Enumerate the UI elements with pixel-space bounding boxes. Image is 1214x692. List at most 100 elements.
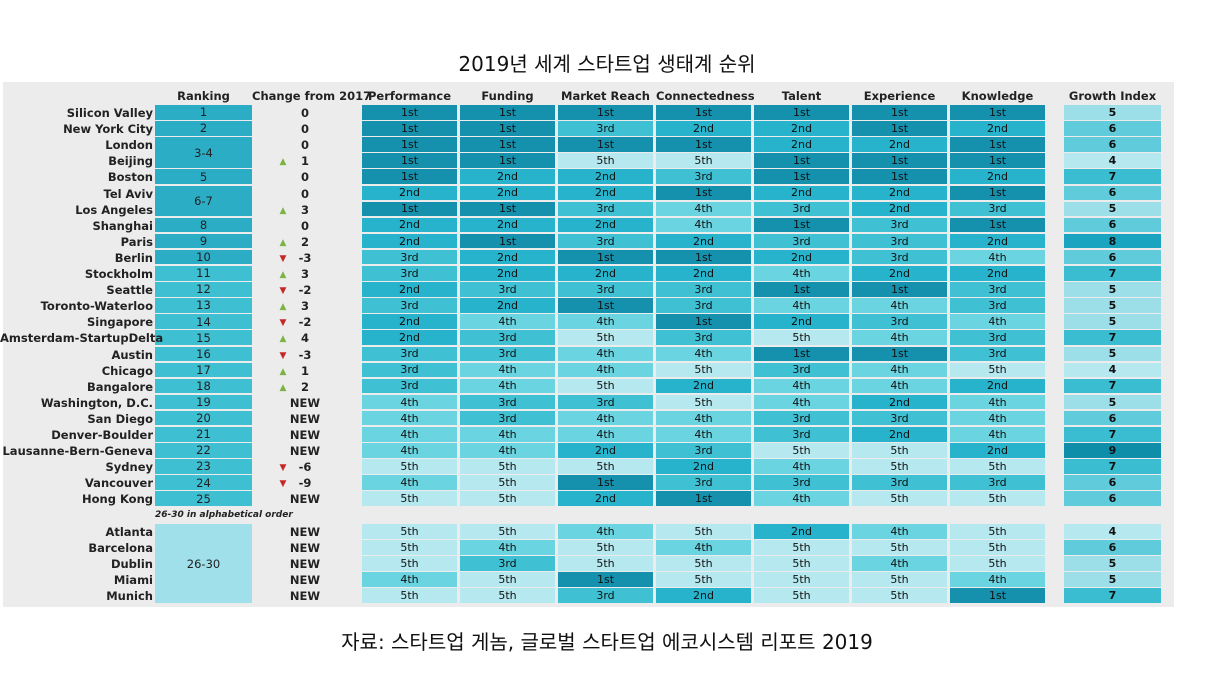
factor-cell: 3rd: [460, 394, 555, 410]
growth-cell: 5: [1064, 105, 1161, 120]
factor-cell: 1st: [558, 137, 653, 152]
factor-cell: 1st: [460, 137, 555, 152]
factor-cell: 5th: [460, 459, 555, 474]
factor-cell: 3rd: [950, 475, 1045, 490]
factor-cell: 1st: [950, 185, 1045, 201]
factor-cell: 3rd: [754, 233, 849, 249]
city-label: Silicon Valley: [66, 106, 153, 120]
factor-cell: 5th: [950, 459, 1045, 474]
factor-cell: 4th: [950, 427, 1045, 442]
down-arrow-icon: ▼: [279, 463, 287, 474]
factor-cell: 1st: [950, 217, 1045, 233]
factor-cell: 2nd: [656, 233, 751, 249]
growth-cell: 6: [1064, 491, 1161, 506]
factor-cell: 2nd: [852, 394, 947, 410]
factor-cell: 3rd: [656, 330, 751, 345]
factor-cell: 2nd: [852, 427, 947, 442]
city-label: Singapore: [86, 315, 153, 330]
change-value: 0: [300, 106, 309, 120]
rank-cell: 24: [155, 475, 252, 490]
factor-cell: 3rd: [852, 314, 947, 329]
city-label: Dublin: [110, 557, 153, 572]
factor-cell: 4th: [460, 540, 555, 555]
factor-cell: 4th: [754, 459, 849, 474]
factor-cell: 2nd: [362, 217, 457, 233]
up-arrow-icon: ▲: [279, 334, 287, 345]
factor-cell: 2nd: [656, 588, 751, 603]
rank-cell: 3-4: [155, 137, 252, 168]
growth-cell: 9: [1064, 443, 1161, 458]
factor-cell: 5th: [656, 556, 751, 571]
factor-cell: 2nd: [852, 185, 947, 201]
factor-cell: 3rd: [656, 298, 751, 313]
factor-cell: 2nd: [460, 169, 555, 184]
factor-cell: 4th: [460, 362, 555, 378]
factor-cell: 1st: [656, 314, 751, 329]
factor-cell: 5th: [362, 491, 457, 506]
change-value: -3: [298, 347, 312, 362]
factor-cell: 5th: [852, 443, 947, 458]
factor-cell: 3rd: [950, 282, 1045, 297]
factor-cell: 4th: [460, 378, 555, 394]
factor-cell: 4th: [852, 330, 947, 345]
factor-cell: 3rd: [362, 249, 457, 265]
factor-cell: 4th: [460, 314, 555, 329]
factor-cell: 1st: [754, 346, 849, 362]
city-label: Seattle: [106, 283, 153, 298]
factor-cell: 1st: [362, 169, 457, 184]
factor-cell: 2nd: [754, 121, 849, 136]
factor-cell: 2nd: [362, 185, 457, 201]
factor-cell: 2nd: [754, 524, 849, 539]
change-value: NEW: [289, 525, 321, 539]
factor-cell: 5th: [558, 459, 653, 474]
growth-cell: 6: [1064, 217, 1161, 233]
factor-cell: 2nd: [460, 266, 555, 281]
factor-cell: 4th: [852, 362, 947, 378]
rank-cell: 22: [155, 443, 252, 458]
factor-cell: 5th: [852, 491, 947, 506]
growth-cell: 7: [1064, 378, 1161, 394]
factor-cell: 1st: [558, 475, 653, 490]
growth-cell: 7: [1064, 330, 1161, 345]
factor-cell: 4th: [852, 378, 947, 394]
growth-cell: 6: [1064, 540, 1161, 555]
growth-cell: 5: [1064, 346, 1161, 362]
factor-cell: 5th: [460, 588, 555, 603]
up-arrow-icon: ▲: [279, 382, 287, 393]
factor-cell: 5th: [754, 540, 849, 555]
factor-cell: 5th: [460, 572, 555, 587]
change-value: 0: [300, 170, 309, 185]
rank-cell: 19: [155, 394, 252, 410]
factor-cell: 5th: [656, 362, 751, 378]
rank-cell: 20: [155, 410, 252, 426]
factor-cell: 2nd: [656, 266, 751, 281]
change-value: 4: [300, 331, 309, 346]
rank-cell: 11: [155, 266, 252, 281]
factor-cell: 5th: [950, 556, 1045, 571]
change-value: NEW: [289, 589, 321, 604]
factor-cell: 1st: [852, 105, 947, 120]
factor-cell: 3rd: [950, 201, 1045, 217]
city-label: New York City: [63, 122, 153, 137]
factor-cell: 3rd: [558, 394, 653, 410]
rank-cell: 18: [155, 378, 252, 394]
factor-cell: 2nd: [950, 378, 1045, 394]
source-caption: 자료: 스타트업 게놈, 글로벌 스타트업 에코시스템 리포트 2019: [341, 630, 873, 654]
factor-cell: 1st: [558, 298, 653, 313]
column-header-4: Market Reach: [561, 89, 650, 103]
factor-cell: 1st: [460, 105, 555, 120]
city-label: Stockholm: [84, 267, 153, 281]
factor-cell: 5th: [950, 540, 1045, 555]
change-value: 2: [300, 234, 309, 249]
factor-cell: 5th: [852, 588, 947, 603]
change-value: NEW: [289, 411, 321, 426]
change-value: 3: [300, 267, 309, 281]
factor-cell: 3rd: [754, 427, 849, 442]
factor-cell: 3rd: [754, 475, 849, 490]
growth-cell: 7: [1064, 427, 1161, 442]
growth-cell: 5: [1064, 201, 1161, 217]
growth-cell: 5: [1064, 282, 1161, 297]
city-label: Amsterdam-StartupDelta: [0, 331, 164, 346]
factor-cell: 3rd: [754, 362, 849, 378]
factor-cell: 2nd: [558, 443, 653, 458]
